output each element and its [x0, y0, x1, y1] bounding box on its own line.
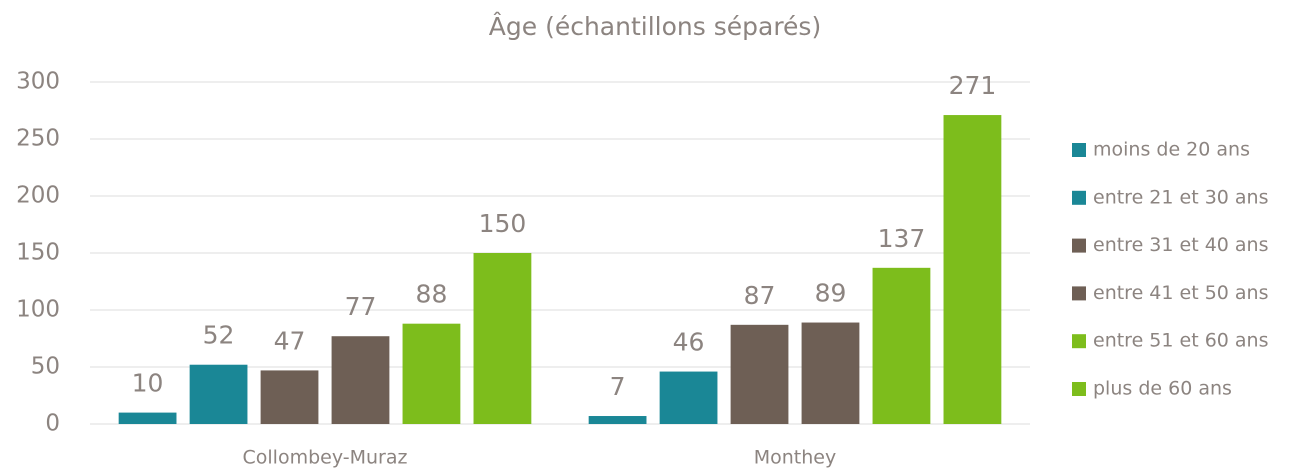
bar: [588, 416, 647, 424]
chart-title: Âge (échantillons séparés): [489, 12, 821, 41]
legend-swatch: [1072, 190, 1086, 205]
legend-label: entre 41 et 50 ans: [1093, 282, 1269, 304]
legend-swatch: [1072, 286, 1086, 301]
y-tick-label: 300: [16, 69, 60, 95]
bar: [872, 267, 931, 424]
y-tick-label: 250: [16, 126, 60, 152]
value-label: 10: [132, 369, 164, 398]
bar: [118, 412, 177, 424]
legend-swatch: [1072, 334, 1086, 349]
y-tick-label: 200: [16, 183, 60, 209]
value-label: 88: [416, 280, 448, 309]
bar: [189, 364, 248, 424]
bar: [943, 115, 1002, 424]
y-tick-label: 0: [45, 411, 60, 437]
bar: [801, 322, 860, 424]
bar: [260, 370, 319, 424]
y-tick-label: 150: [16, 240, 60, 266]
legend-swatch: [1072, 143, 1086, 157]
legend-label: plus de 60 ans: [1093, 378, 1232, 400]
value-label: 137: [878, 224, 926, 253]
x-tick-label: Monthey: [754, 447, 837, 469]
legend-swatch: [1072, 238, 1086, 253]
bar: [730, 324, 789, 424]
y-tick-label: 100: [16, 297, 60, 323]
legend-label: entre 51 et 60 ans: [1093, 330, 1269, 352]
value-label: 89: [815, 279, 847, 308]
value-label: 7: [610, 372, 626, 401]
legend-label: entre 31 et 40 ans: [1093, 234, 1269, 256]
value-label: 52: [203, 321, 235, 350]
y-tick-label: 50: [31, 354, 60, 380]
value-label: 271: [949, 71, 997, 100]
value-label: 46: [673, 328, 705, 357]
legend-swatch: [1072, 382, 1086, 396]
legend-label: moins de 20 ans: [1093, 139, 1250, 161]
bar: [402, 323, 461, 424]
value-label: 47: [274, 326, 306, 355]
x-tick-label: Collombey-Muraz: [243, 447, 408, 469]
value-label: 87: [744, 281, 776, 310]
value-label: 77: [345, 292, 377, 321]
bar: [331, 336, 390, 424]
value-label: 150: [479, 209, 527, 238]
legend-label: entre 21 et 30 ans: [1093, 186, 1269, 208]
bar: [473, 253, 532, 424]
bar: [659, 371, 718, 424]
